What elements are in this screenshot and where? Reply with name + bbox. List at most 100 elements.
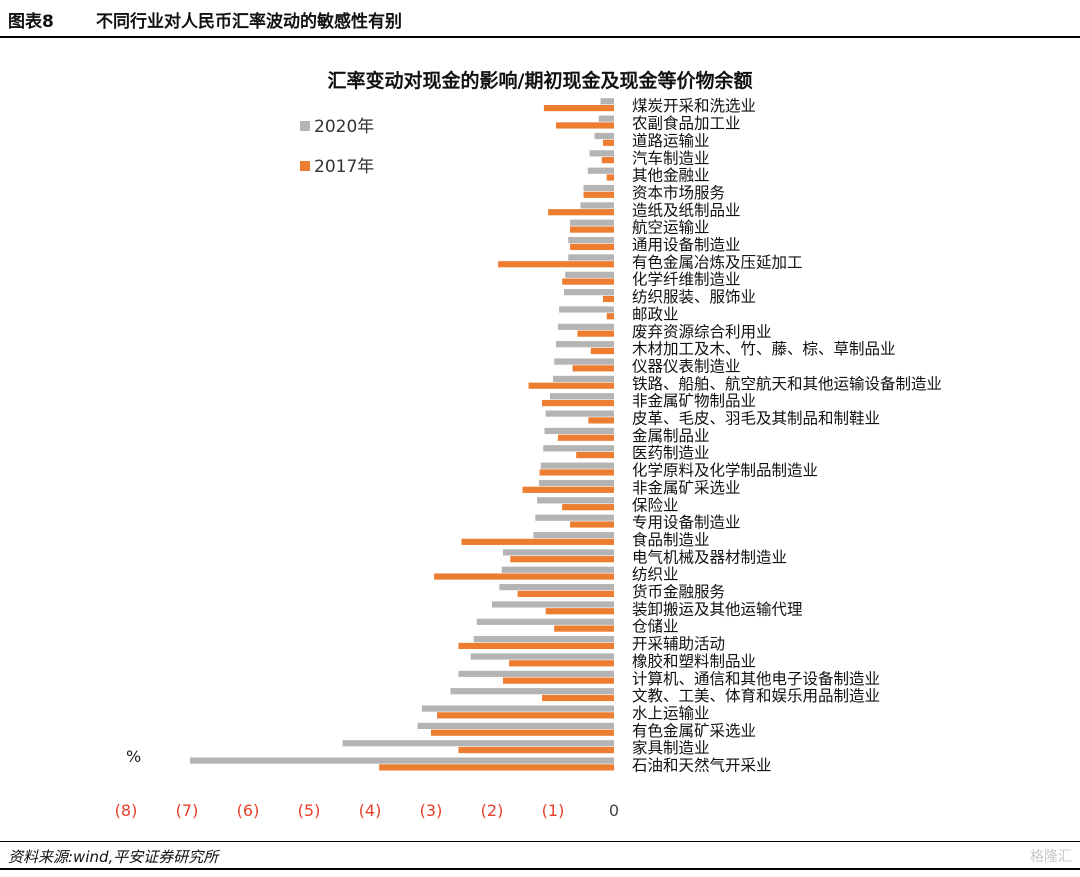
category-label: 有色金属矿采选业 <box>632 722 756 740</box>
bars-layer <box>190 98 615 771</box>
bar-2020 <box>537 497 614 504</box>
category-label: 汽车制造业 <box>632 149 710 167</box>
figure-label: 图表8 <box>8 12 54 32</box>
bar-2020 <box>473 636 614 643</box>
legend-swatch <box>300 121 310 131</box>
bar-2020 <box>583 184 614 192</box>
category-label: 金属制品业 <box>632 427 710 445</box>
bar-2020 <box>535 514 614 521</box>
category-label: 电气机械及器材制造业 <box>632 548 787 566</box>
category-label: 水上运输业 <box>632 704 710 722</box>
category-label: 通用设备制造业 <box>632 236 741 254</box>
bar-2020 <box>553 375 614 382</box>
category-label: 造纸及纸制品业 <box>632 201 741 219</box>
bar-2017 <box>498 261 614 268</box>
bar-2020 <box>565 271 614 278</box>
footer-rule <box>0 841 1080 842</box>
bar-2017 <box>543 105 614 112</box>
bar-2017 <box>590 347 614 355</box>
x-axis-ticks: (8) (7) (6) (5) (4) (3) (2) (1) 0 <box>115 801 619 820</box>
category-label: 仓储业 <box>632 618 679 636</box>
bar-2017 <box>562 278 614 285</box>
category-label: 医药制造业 <box>632 444 710 462</box>
bar-2020 <box>533 531 614 539</box>
category-label: 保险业 <box>632 496 679 514</box>
category-label: 开采辅助活动 <box>632 635 725 653</box>
category-label: 家具制造业 <box>632 739 710 757</box>
category-label: 邮政业 <box>632 305 679 323</box>
x-tick-label: (6) <box>237 801 260 820</box>
bar-2020 <box>417 722 614 729</box>
bar-2020 <box>557 323 614 330</box>
bar-2017 <box>461 538 614 545</box>
bar-2020 <box>421 705 614 712</box>
bar-2017 <box>572 365 614 372</box>
bar-2020 <box>587 167 614 174</box>
category-label: 非金属矿采选业 <box>632 479 741 497</box>
bar-2017 <box>606 313 614 320</box>
bar-2017 <box>562 504 614 511</box>
header-rule <box>0 36 1080 38</box>
category-label: 仪器仪表制造业 <box>632 357 741 375</box>
bar-2020 <box>580 202 614 209</box>
bar-2020 <box>501 566 614 573</box>
category-label: 石油和天然气开采业 <box>632 757 772 775</box>
bar-2020 <box>594 132 614 140</box>
figure-title: 不同行业对人民币汇率波动的敏感性有别 <box>96 12 402 32</box>
x-tick-label: (3) <box>420 801 443 820</box>
bar-2020 <box>458 670 614 677</box>
bar-2017 <box>522 486 614 493</box>
bar-2017 <box>548 209 614 216</box>
bar-2020 <box>544 427 614 435</box>
bar-2020 <box>545 410 614 417</box>
category-label: 食品制造业 <box>632 531 710 549</box>
category-label: 资本市场服务 <box>632 184 725 202</box>
category-label: 文教、工美、体育和娱乐用品制造业 <box>632 687 880 705</box>
category-label: 非金属矿物制品业 <box>632 392 756 410</box>
bar-2017 <box>517 590 614 597</box>
bar-2017 <box>554 625 614 632</box>
category-label: 其他金融业 <box>632 167 710 185</box>
bar-2020 <box>538 479 614 487</box>
category-label: 装卸搬运及其他运输代理 <box>632 600 803 618</box>
bar-2017 <box>576 452 614 459</box>
bar-2017 <box>601 157 614 164</box>
category-label: 纺织服装、服饰业 <box>632 288 756 306</box>
bar-2017 <box>437 712 614 719</box>
bar-2017 <box>583 191 614 198</box>
category-label: 化学原料及化学制品制造业 <box>632 462 818 480</box>
bar-2020 <box>549 393 614 400</box>
category-label: 橡胶和塑料制品业 <box>632 652 756 670</box>
category-label: 废弃资源综合利用业 <box>632 323 772 341</box>
bar-2017 <box>606 174 614 181</box>
category-label: 煤炭开采和洗选业 <box>632 97 756 115</box>
bar-2017 <box>577 330 614 337</box>
x-tick-label: (1) <box>542 801 565 820</box>
bar-2017 <box>434 573 614 580</box>
category-label: 皮革、毛皮、羽毛及其制品和制鞋业 <box>632 410 880 428</box>
bar-2017 <box>545 608 614 615</box>
bar-2020 <box>556 341 614 348</box>
legend-swatch <box>300 161 310 171</box>
x-tick-label: (5) <box>298 801 321 820</box>
x-tick-label: (7) <box>176 801 199 820</box>
bar-2020 <box>342 740 614 747</box>
bar-2017 <box>510 556 614 563</box>
x-tick-label: (2) <box>481 801 504 820</box>
category-label: 有色金属冶炼及压延加工 <box>632 253 803 271</box>
bar-2020 <box>589 150 614 157</box>
bar-2017 <box>539 469 614 476</box>
bar-2020 <box>492 601 614 608</box>
bar-2020 <box>563 289 614 296</box>
unit-label: % <box>126 747 141 766</box>
category-label: 货币金融服务 <box>632 583 725 601</box>
bar-2020 <box>450 688 614 695</box>
bar-2017 <box>570 521 614 528</box>
bar-2017 <box>379 764 614 771</box>
bar-2017 <box>509 660 614 667</box>
bar-2020 <box>499 584 614 591</box>
category-label: 道路运输业 <box>632 132 710 150</box>
bar-2020 <box>470 653 614 660</box>
bar-chart: 煤炭开采和洗选业农副食品加工业道路运输业汽车制造业其他金融业资本市场服务造纸及纸… <box>115 97 942 820</box>
bar-2020 <box>568 254 614 261</box>
